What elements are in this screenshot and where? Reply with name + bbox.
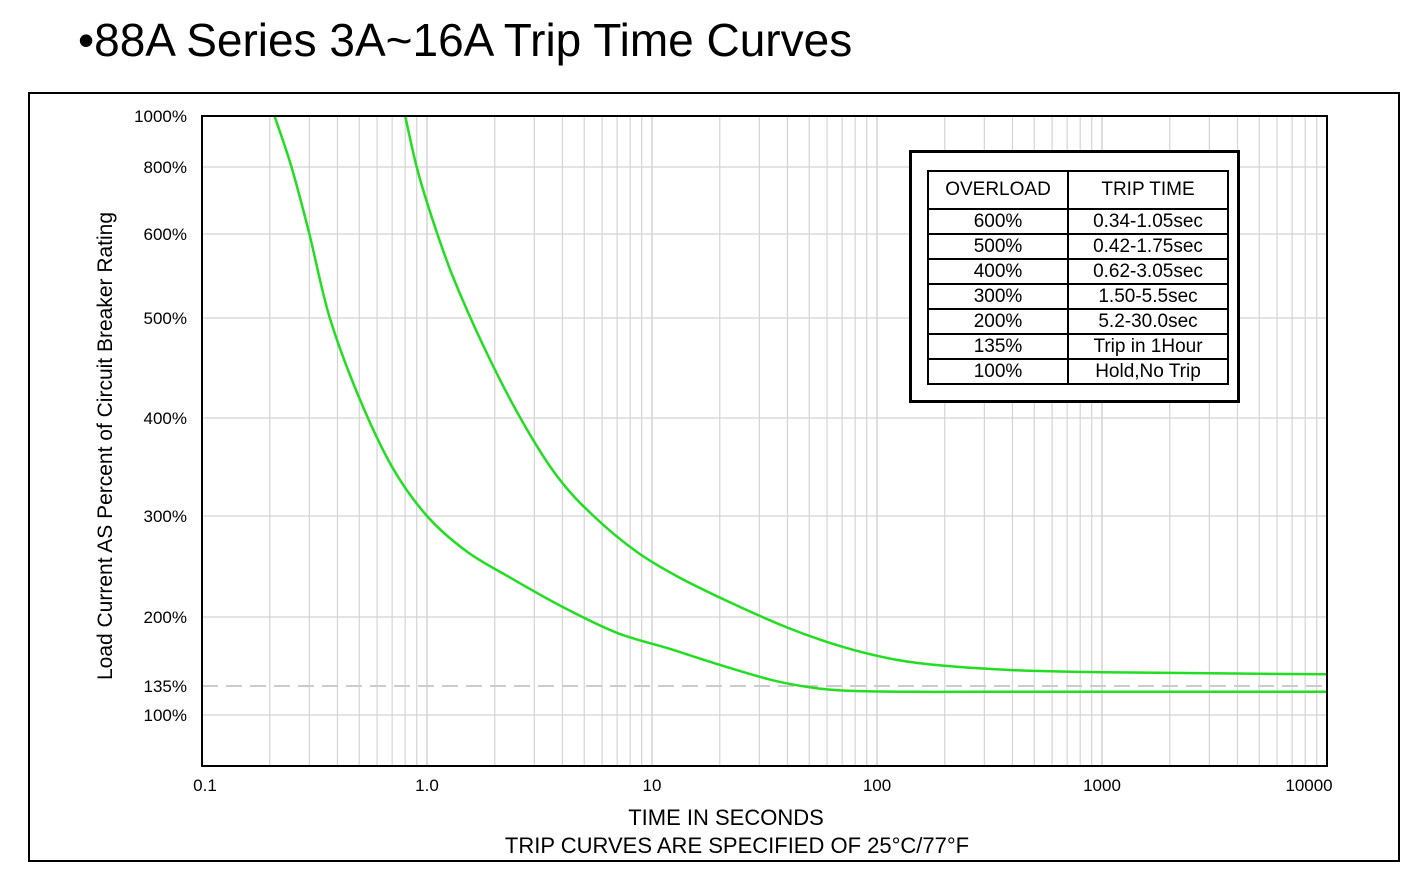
trip-time-table: OVERLOAD TRIP TIME 600% 0.34-1.05sec 500% 0… [927, 170, 1229, 385]
y-axis-label: Load Current AS Percent of Circuit Break… [94, 212, 117, 680]
min-trip-curve [273, 115, 1327, 694]
chart-subtitle: TRIP CURVES ARE SPECIFIED OF 25°C/77°F [505, 833, 969, 858]
y-tick-label: 1000% [134, 107, 187, 126]
table-header-row: OVERLOAD TRIP TIME [927, 170, 1229, 210]
y-tick-label: 500% [144, 309, 187, 328]
x-tick-label: 1000 [1083, 776, 1121, 795]
chart-frame [28, 92, 1400, 862]
x-tick-label: 10 [643, 776, 662, 795]
x-axis-label: TIME IN SECONDS [628, 805, 824, 830]
y-tick-label: 135% [144, 677, 187, 696]
y-tick-label: 600% [144, 225, 187, 244]
overload-cell: 135% [927, 333, 1069, 360]
overload-cell: 300% [927, 283, 1069, 310]
table-row: 500% 0.42-1.75sec [927, 233, 1229, 260]
tick-labels: 100%135%200%300%400%500%600%800%1000%0.1… [134, 107, 1333, 795]
table-header-overload: OVERLOAD [927, 170, 1069, 210]
trip-time-cell: 0.42-1.75sec [1067, 233, 1229, 260]
max-trip-curve [403, 115, 1328, 676]
page-title: •88A Series 3A~16A Trip Time Curves [78, 14, 853, 66]
table-row: 300% 1.50-5.5sec [927, 283, 1229, 310]
trip-time-cell: 0.62-3.05sec [1067, 258, 1229, 285]
overload-cell: 200% [927, 308, 1069, 335]
plot-border [201, 115, 1328, 767]
table-row: 400% 0.62-3.05sec [927, 258, 1229, 285]
x-tick-label: 100 [863, 776, 891, 795]
table-header-trip-time: TRIP TIME [1067, 170, 1229, 210]
trip-time-cell: Hold,No Trip [1067, 358, 1229, 385]
overload-cell: 600% [927, 208, 1069, 235]
table-row: 135% Trip in 1Hour [927, 333, 1229, 360]
table-body: 600% 0.34-1.05sec 500% 0.42-1.75sec 400% 0.62… [927, 208, 1229, 385]
trip-time-cell: 0.34-1.05sec [1067, 208, 1229, 235]
y-tick-label: 300% [144, 507, 187, 526]
overload-cell: 500% [927, 233, 1069, 260]
trip-time-table-box: OVERLOAD TRIP TIME 600% 0.34-1.05sec 500% 0… [909, 150, 1240, 403]
table-row: 600% 0.34-1.05sec [927, 208, 1229, 235]
trip-time-cell: 5.2-30.0sec [1067, 308, 1229, 335]
x-tick-label: 10000 [1285, 776, 1332, 795]
overload-cell: 100% [927, 358, 1069, 385]
x-tick-label: 0.1 [193, 776, 217, 795]
y-tick-label: 100% [144, 706, 187, 725]
series-layer [273, 115, 1328, 694]
x-tick-label: 1.0 [415, 776, 439, 795]
y-tick-label: 400% [144, 409, 187, 428]
table-row: 200% 5.2-30.0sec [927, 308, 1229, 335]
y-tick-label: 200% [144, 608, 187, 627]
trip-time-cell: Trip in 1Hour [1067, 333, 1229, 360]
overload-cell: 400% [927, 258, 1069, 285]
y-tick-label: 800% [144, 158, 187, 177]
trip-time-cell: 1.50-5.5sec [1067, 283, 1229, 310]
table-row: 100% Hold,No Trip [927, 358, 1229, 385]
